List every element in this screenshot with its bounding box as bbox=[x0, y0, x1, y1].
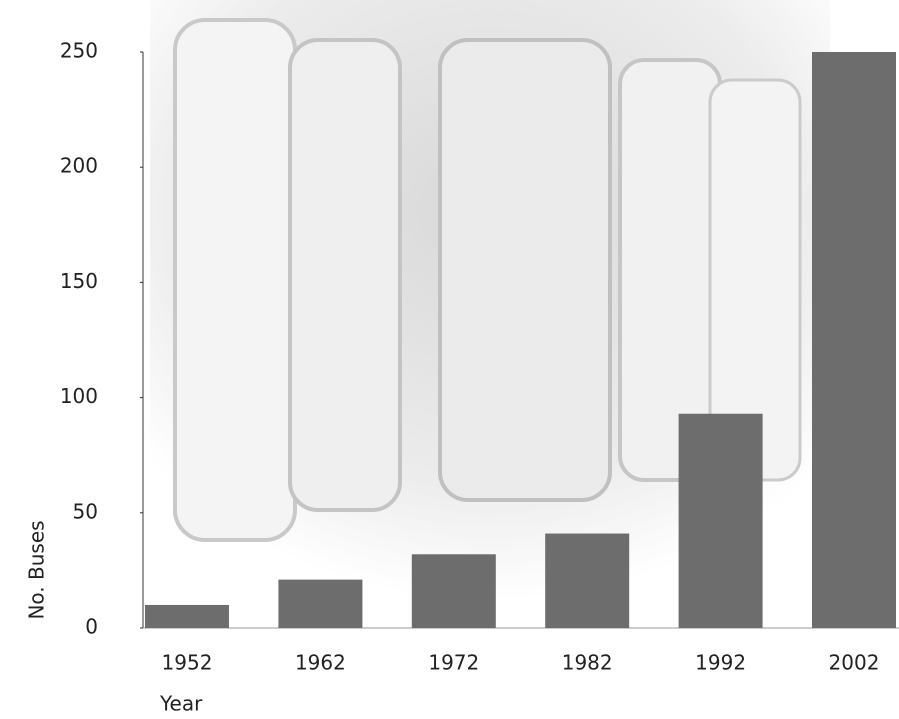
y-tick-label: 100 bbox=[60, 384, 98, 408]
y-axis-label: No. Buses bbox=[25, 520, 49, 619]
y-tick-label: 150 bbox=[60, 269, 98, 293]
x-tick-label: 1962 bbox=[295, 651, 346, 675]
bar bbox=[411, 554, 496, 628]
x-tick-label: 1982 bbox=[562, 651, 613, 675]
bar bbox=[545, 533, 630, 628]
y-tick-label: 200 bbox=[60, 154, 98, 178]
bar bbox=[812, 52, 896, 628]
y-tick-label: 0 bbox=[85, 615, 98, 639]
x-axis-label: Year bbox=[159, 692, 203, 716]
bar bbox=[278, 579, 363, 628]
x-tick-label: 1952 bbox=[162, 651, 213, 675]
bar bbox=[678, 413, 763, 628]
bar bbox=[145, 604, 229, 628]
x-tick-label: 1972 bbox=[428, 651, 479, 675]
y-tick-label: 250 bbox=[60, 39, 98, 63]
y-tick-label: 50 bbox=[73, 499, 98, 523]
x-tick-label: 2002 bbox=[829, 651, 880, 675]
background-photo bbox=[150, 0, 830, 600]
x-tick-label: 1992 bbox=[695, 651, 746, 675]
